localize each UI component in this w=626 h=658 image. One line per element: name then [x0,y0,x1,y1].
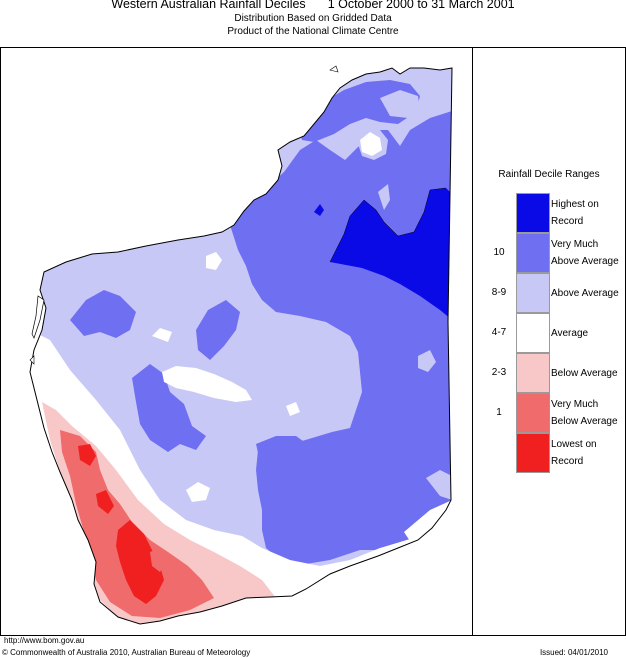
decile-average-interior-2 [152,328,172,342]
legend-item: 4-7 Average [472,313,626,353]
legend-swatch [516,273,550,313]
legend-item: 10 Very Much Above Average [472,233,626,273]
decile-above-patch-ne [380,90,420,118]
legend-range: 8-9 [491,287,507,298]
map-subtitle-product: Product of the National Climate Centre [227,26,399,37]
decile-average-interior-5 [286,402,300,416]
island-1 [329,65,339,73]
legend-range: 4-7 [491,327,507,338]
decile-average-interior-1 [162,366,252,402]
map-subtitle-method: Distribution Based on Gridded Data [234,13,392,24]
decile-very-much-below-island [150,548,166,572]
legend-swatch [516,313,550,353]
map-title: Western Australian Rainfall Deciles 1 Oct… [0,0,626,11]
legend-swatch [516,353,550,393]
decile-highest-spot [314,204,324,216]
decile-above-patch-southeast [426,470,452,500]
decile-above-patch-east [378,184,390,210]
legend-item: Highest on Record [472,193,626,233]
legend-title: Rainfall Decile Ranges [498,169,600,180]
shark-bay-peninsula [31,295,45,339]
legend-label: Very Much Above Average [551,239,619,267]
copyright-notice: © Commonwealth of Australia 2010, Austra… [2,648,251,657]
decile-very-much-above-central [196,300,240,360]
decile-average-interior-3 [206,252,222,270]
decile-lowest-spot-2 [96,490,114,514]
decile-very-much-above-west [70,290,136,338]
legend-swatch [516,393,550,433]
legend-label: Above Average [551,287,619,299]
decile-highest-on-record [330,188,452,320]
map-frame [0,47,626,636]
legend-item: 8-9 Above Average [472,273,626,313]
legend-item: Lowest on Record [472,433,626,473]
issued-date: Issued: 04/01/2010 [539,648,608,657]
legend-label: Very Much Below Average [551,399,618,427]
legend-range: 2-3 [491,367,507,378]
source-url[interactable]: http://www.bom.gov.au [4,636,85,645]
decile-lowest-spot-1 [78,444,96,466]
decile-average-interior-4 [186,482,210,502]
legend-label: Highest on Record [551,199,599,227]
legend-range [484,193,514,233]
legend-swatch [516,233,550,273]
map-title-main: Western Australian Rainfall Deciles [111,0,306,11]
legend-swatch [516,193,550,233]
island-2 [29,355,35,365]
legend-label: Lowest on Record [551,439,597,467]
map-title-period: 1 October 2000 to 31 March 2001 [327,0,515,11]
legend-item: 2-3 Below Average [472,353,626,393]
legend-range: 1 [496,407,502,418]
decile-above-patch-se [418,350,436,372]
legend-label: Below Average [551,367,618,379]
western-australia-outline [29,67,453,625]
decile-average-north-patch [360,132,382,156]
decile-map [30,68,452,624]
legend-item: 1 Very Much Below Average [472,393,626,433]
decile-very-much-above-south-central [132,364,206,452]
decile-very-much-above-south [256,436,310,470]
legend-label: Average [551,327,589,339]
decile-lowest-on-record [116,520,164,604]
decile-very-much-below-average [60,430,214,618]
legend-range [484,433,514,473]
legend-range: 10 [493,247,505,258]
legend-swatch [516,433,550,473]
